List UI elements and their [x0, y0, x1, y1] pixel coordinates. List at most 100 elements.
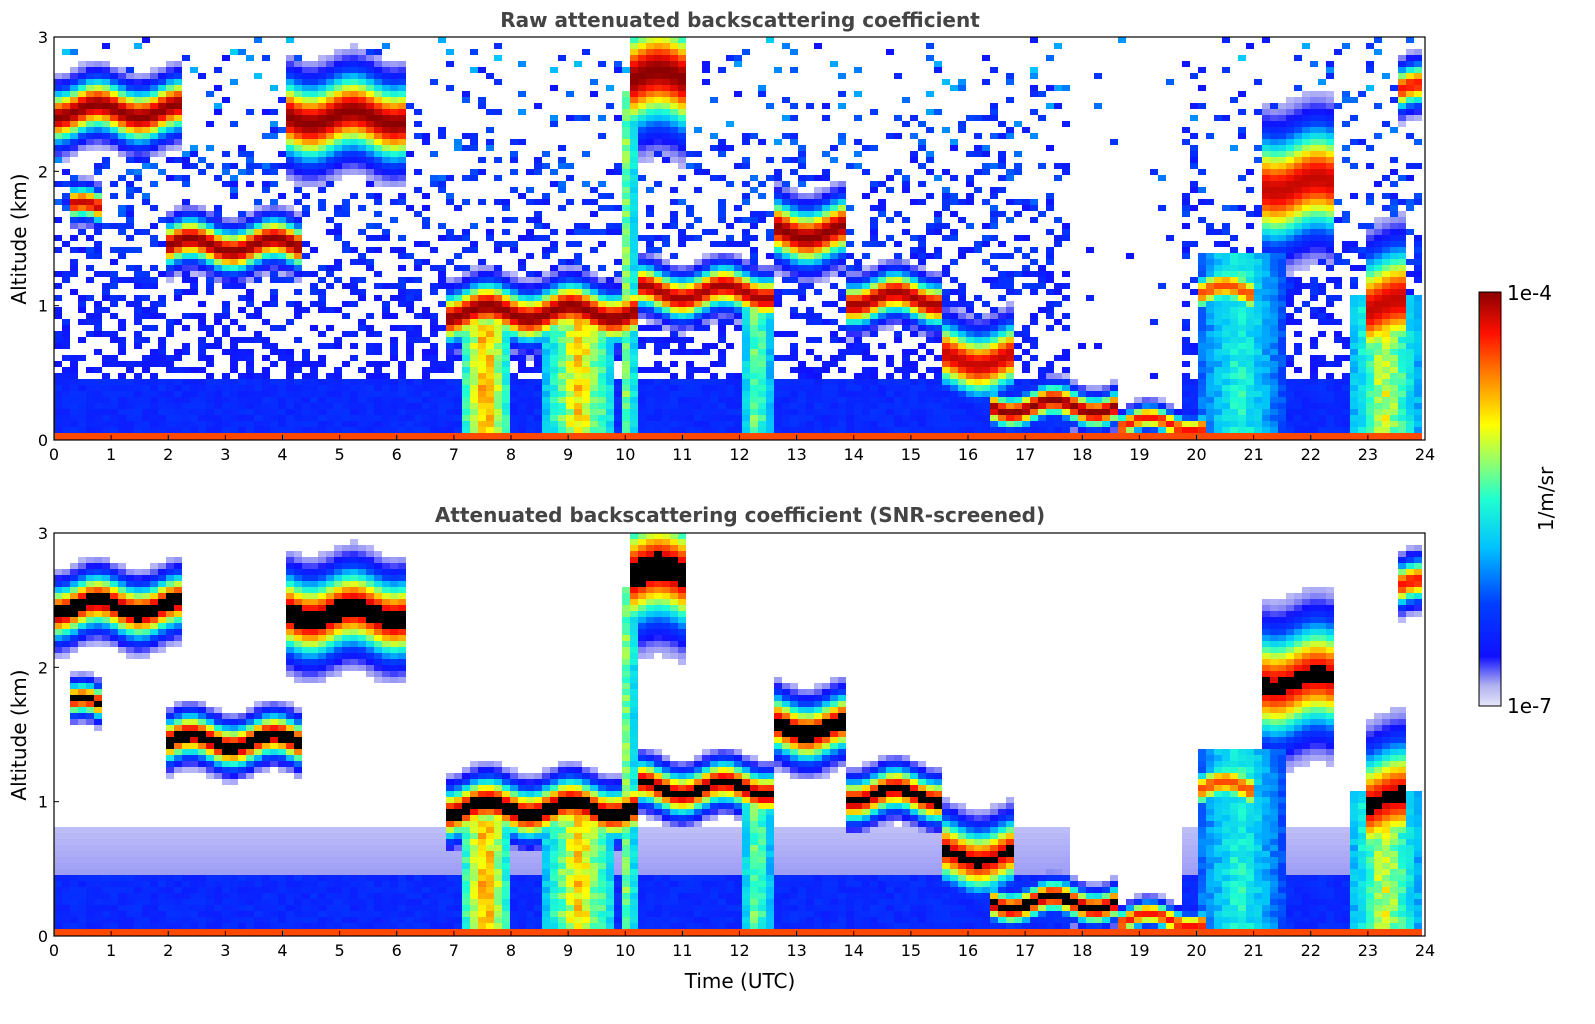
heatmap-cell — [670, 49, 678, 55]
heatmap-cell — [326, 409, 334, 415]
heatmap-cell — [614, 379, 622, 385]
heatmap-cell — [718, 349, 726, 355]
heatmap-cell — [334, 433, 342, 439]
heatmap-cell — [262, 343, 270, 349]
heatmap-cell — [118, 109, 126, 115]
heatmap-cell — [462, 427, 470, 433]
heatmap-cell — [294, 85, 302, 91]
heatmap-cell — [822, 241, 830, 247]
heatmap-cell — [238, 397, 246, 403]
heatmap-cell — [1174, 415, 1182, 421]
heatmap-cell — [678, 103, 686, 109]
heatmap-cell — [878, 427, 886, 433]
heatmap-cell — [382, 139, 390, 145]
heatmap-cell — [718, 331, 726, 337]
heatmap-cell — [982, 433, 990, 439]
heatmap-cell — [334, 277, 342, 283]
heatmap-cell — [662, 325, 670, 331]
heatmap-cell — [630, 259, 638, 265]
heatmap-cell — [134, 175, 142, 181]
heatmap-cell — [870, 409, 878, 415]
heatmap-cell — [854, 385, 862, 391]
heatmap-cell — [958, 217, 966, 223]
heatmap-cell — [262, 259, 270, 265]
heatmap-cell — [166, 421, 174, 427]
heatmap-cell — [102, 85, 110, 91]
heatmap-cell — [662, 157, 670, 163]
heatmap-cell — [654, 271, 662, 277]
heatmap-cell — [1046, 427, 1054, 433]
heatmap-cell — [814, 253, 822, 259]
heatmap-cell — [710, 409, 718, 415]
heatmap-cell — [486, 337, 494, 343]
heatmap-cell — [550, 313, 558, 319]
heatmap-cell — [534, 433, 542, 439]
heatmap-cell — [614, 433, 622, 439]
heatmap-cell — [1006, 73, 1014, 79]
heatmap-cell — [70, 391, 78, 397]
heatmap-cell — [662, 103, 670, 109]
heatmap-cell — [902, 361, 910, 367]
heatmap-cell — [630, 217, 638, 223]
heatmap-cell — [470, 385, 478, 391]
heatmap-cell — [830, 61, 838, 67]
heatmap-cell — [390, 103, 398, 109]
heatmap-cell — [510, 295, 518, 301]
heatmap-cell — [1014, 169, 1022, 175]
heatmap-cell — [542, 235, 550, 241]
heatmap-cell — [558, 271, 566, 277]
heatmap-cell — [574, 319, 582, 325]
heatmap-cell — [758, 409, 766, 415]
heatmap-cell — [142, 295, 150, 301]
heatmap-cell — [566, 289, 574, 295]
heatmap-cell — [958, 325, 966, 331]
heatmap-cell — [758, 307, 766, 313]
heatmap-cell — [574, 337, 582, 343]
heatmap-cell — [462, 199, 470, 205]
heatmap-cell — [366, 313, 374, 319]
heatmap-cell — [846, 271, 854, 277]
heatmap-cell — [150, 121, 158, 127]
heatmap-cell — [254, 259, 262, 265]
heatmap-cell — [342, 61, 350, 67]
heatmap-cell — [966, 319, 974, 325]
heatmap-cell — [502, 277, 510, 283]
heatmap-cell — [566, 343, 574, 349]
heatmap-cell — [950, 403, 958, 409]
heatmap-cell — [1006, 307, 1014, 313]
heatmap-cell — [766, 301, 774, 307]
heatmap-cell — [446, 283, 454, 289]
heatmap-cell — [246, 55, 254, 61]
heatmap-cell — [758, 415, 766, 421]
heatmap-cell — [134, 313, 142, 319]
heatmap-cell — [542, 415, 550, 421]
heatmap-cell — [782, 259, 790, 265]
heatmap-cell — [294, 115, 302, 121]
heatmap-cell — [190, 241, 198, 247]
heatmap-cell — [1086, 415, 1094, 421]
heatmap-cell — [838, 211, 846, 217]
heatmap-cell — [342, 169, 350, 175]
heatmap-cell — [310, 121, 318, 127]
heatmap-cell — [774, 253, 782, 259]
heatmap-cell — [70, 385, 78, 391]
heatmap-cell — [894, 379, 902, 385]
heatmap-cell — [974, 385, 982, 391]
heatmap-cell — [102, 43, 110, 49]
heatmap-cell — [574, 307, 582, 313]
heatmap-cell — [766, 283, 774, 289]
heatmap-cell — [366, 61, 374, 67]
heatmap-cell — [950, 259, 958, 265]
heatmap-cell — [822, 199, 830, 205]
heatmap-cell — [622, 157, 630, 163]
heatmap-cell — [374, 361, 382, 367]
heatmap-cell — [982, 325, 990, 331]
heatmap-cell — [326, 271, 334, 277]
heatmap-cell — [350, 193, 358, 199]
heatmap-cell — [702, 271, 710, 277]
heatmap-cell — [334, 337, 342, 343]
heatmap-cell — [78, 97, 86, 103]
heatmap-cell — [486, 319, 494, 325]
heatmap-cell — [134, 79, 142, 85]
heatmap-cell — [670, 151, 678, 157]
